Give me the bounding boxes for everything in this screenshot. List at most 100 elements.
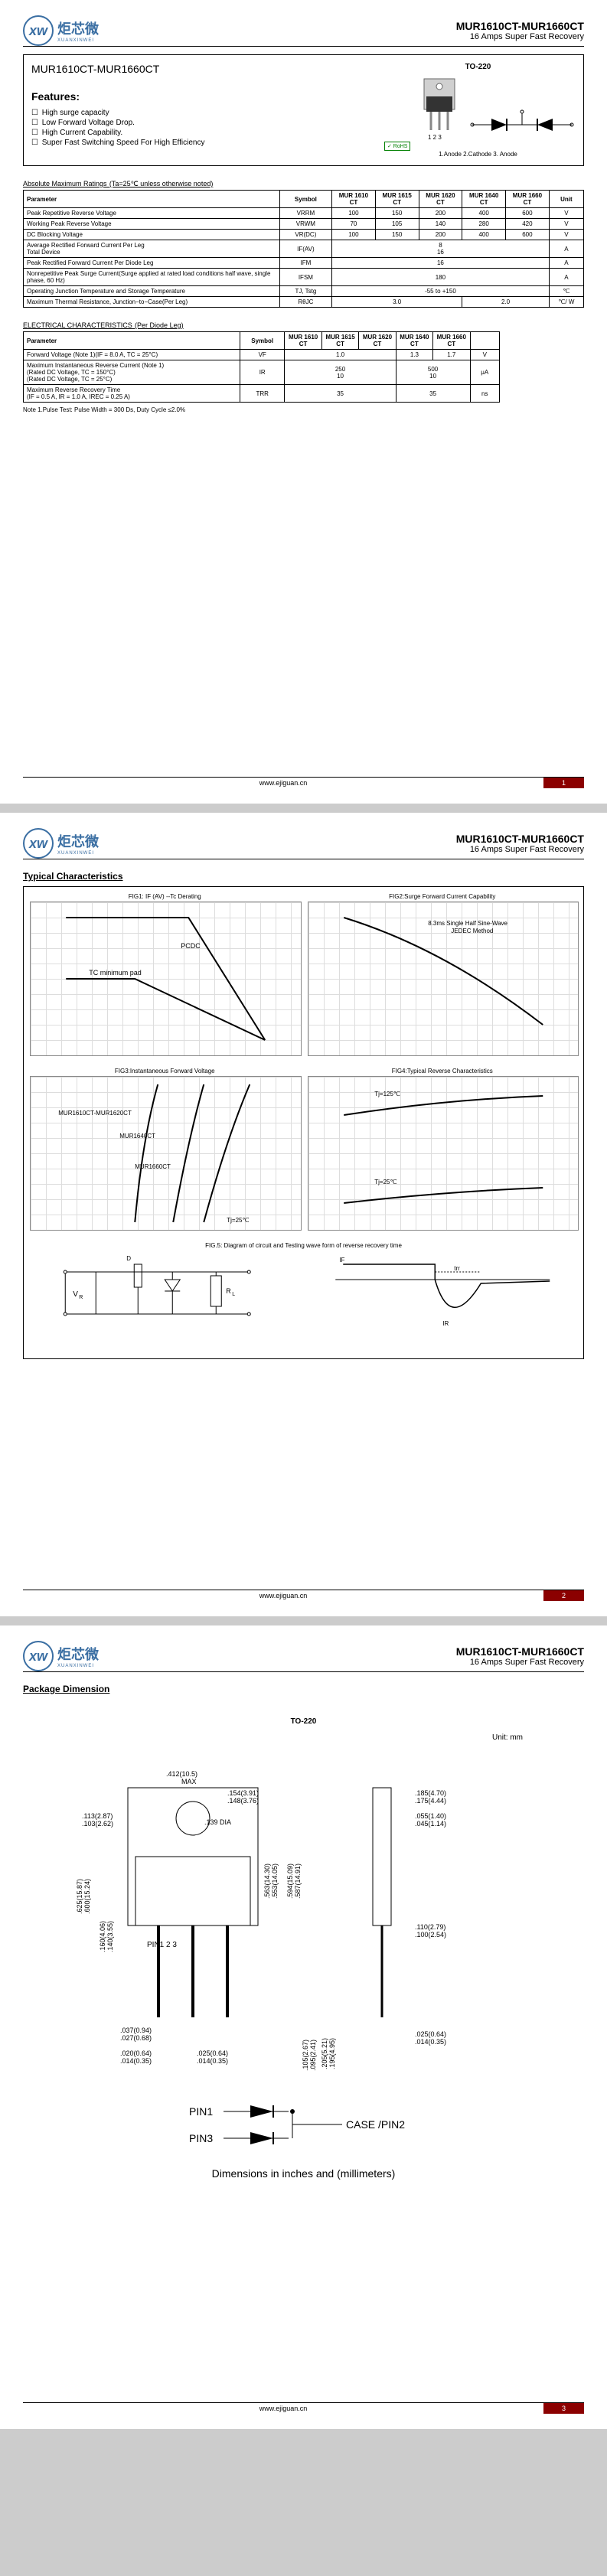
fig5-title: FIG.5: Diagram of circuit and Testing wa…	[30, 1242, 577, 1249]
cell-param: Nonrepetitive Peak Surge Current(Surge a…	[24, 269, 280, 286]
footer: www.ejiguan.cn 2	[23, 1590, 584, 1601]
brand-sub: XUANXINWEI	[57, 851, 99, 856]
table-row: Operating Junction Temperature and Stora…	[24, 286, 584, 297]
fig3-title: FIG3:Instantaneous Forward Voltage	[30, 1068, 300, 1074]
diode-schematic-icon	[468, 109, 576, 148]
page-number: 3	[543, 2403, 584, 2414]
cell-symbol: RθJC	[279, 297, 331, 308]
table-row: Working Peak Reverse VoltageVRWM70105140…	[24, 219, 584, 230]
page-3: xw 炬芯微 XUANXINWEI MUR1610CT-MUR1660CT 16…	[0, 1625, 607, 2429]
pkg-section-title: Package Dimension	[23, 1684, 584, 1694]
cell-param: Operating Junction Temperature and Stora…	[24, 286, 280, 297]
fig1-plot: TC minimum pad PCDC	[30, 902, 302, 1056]
chart-row-2: FIG3:Instantaneous Forward Voltage MUR16…	[30, 1068, 577, 1231]
cell-symbol: IFSM	[279, 269, 331, 286]
brand-sub: XUANXINWEI	[57, 38, 99, 43]
dim-d17: .025(0.64).014(0.35)	[415, 2030, 446, 2046]
ec-title-text: ELECTRICAL CHARACTERISTICS	[23, 321, 132, 329]
svg-text:MUR1640CT: MUR1640CT	[119, 1133, 155, 1140]
cell-val: -55 to +150	[332, 286, 550, 297]
chart-fig1: FIG1: IF (AV) --Tc Derating TC minimum p…	[30, 893, 300, 1056]
chart-fig5-wave: IF trr IR	[308, 1249, 578, 1341]
fig4-title: FIG4:Typical Reverse Characteristics	[308, 1068, 578, 1074]
th-1640: MUR 1640 CT	[396, 332, 432, 350]
logo-mark: xw	[23, 1641, 54, 1671]
ec-title: ELECTRICAL CHARACTERISTICS (Per Diode Le…	[23, 319, 584, 330]
cell-symbol: VRWM	[279, 219, 331, 230]
intro-box: MUR1610CT-MUR1660CT Features: High surge…	[23, 54, 584, 166]
cell-val: 2.0	[462, 297, 550, 308]
cell-val: 100	[332, 230, 376, 240]
table-row: Maximum Reverse Recovery Time (IF = 0.5 …	[24, 385, 500, 403]
th-1610: MUR 1610 CT	[285, 332, 321, 350]
chart-row-1: FIG1: IF (AV) --Tc Derating TC minimum p…	[30, 893, 577, 1056]
fig5-wave-plot: IF trr IR	[308, 1249, 578, 1341]
cell-val: 150	[375, 230, 419, 240]
cell-val: 150	[375, 208, 419, 219]
cell-symbol: IR	[240, 360, 284, 385]
th-1615: MUR 1615 CT	[321, 332, 358, 350]
page-number: 2	[543, 1590, 584, 1601]
cell-val: 1.7	[433, 350, 470, 360]
cell-val: 420	[506, 219, 550, 230]
svg-text:PIN1 2 3: PIN1 2 3	[147, 1941, 177, 1949]
feature-item: High surge capacity	[31, 109, 204, 117]
part-range: MUR1610CT-MUR1660CT	[456, 20, 584, 32]
cell-val: 200	[419, 208, 462, 219]
cell-unit: A	[549, 269, 583, 286]
package-dimension-drawing: PIN1 2 3 .113(2.87).103(2.62) .412(10.5)…	[23, 1742, 584, 2089]
chart-fig2: FIG2:Surge Forward Current Capability 8.…	[308, 893, 578, 1056]
table-row: Maximum Thermal Resistance, Junction−to−…	[24, 297, 584, 308]
typ-char-title: Typical Characteristics	[23, 871, 584, 882]
th-1640: MUR 1640 CT	[462, 191, 506, 208]
svg-text:R: R	[226, 1287, 231, 1295]
table-row: Forward Voltage (Note 1)(IF = 8.0 A, TC …	[24, 350, 500, 360]
svg-text:MUR1660CT: MUR1660CT	[135, 1163, 171, 1170]
fig4-plot: Tj=125℃ Tj=25℃	[308, 1076, 579, 1231]
cell-val: 180	[332, 269, 550, 286]
cell-symbol: TRR	[240, 385, 284, 403]
svg-text:8.3ms Single Half Sine-Wave: 8.3ms Single Half Sine-Wave	[428, 920, 507, 927]
cell-unit: V	[549, 219, 583, 230]
pin-schematic: PIN1 PIN3 CASE /PIN2	[23, 2096, 584, 2160]
amr-title-text: Absolute Maximum Ratings	[23, 180, 107, 187]
svg-text:IF: IF	[339, 1257, 344, 1264]
cell-val: 35	[396, 385, 470, 403]
cell-val: 200	[419, 230, 462, 240]
svg-text:Tj=125℃: Tj=125℃	[374, 1091, 400, 1097]
cell-val: 35	[285, 385, 396, 403]
page-2: xw 炬芯微 XUANXINWEI MUR1610CT-MUR1660CT 16…	[0, 813, 607, 1616]
dim-d8: .160(4.06).140(3.55)	[99, 1921, 114, 1952]
th-1620: MUR 1620 CT	[359, 332, 396, 350]
cell-symbol: IF(AV)	[279, 240, 331, 258]
table-row: Maximum Instantaneous Reverse Current (N…	[24, 360, 500, 385]
cell-unit: V	[470, 350, 500, 360]
cell-unit: A	[549, 258, 583, 269]
cell-unit: ℃	[549, 286, 583, 297]
svg-text:TC minimum pad: TC minimum pad	[89, 969, 142, 977]
fig1-title: FIG1: IF (AV) --Tc Derating	[30, 893, 300, 900]
cell-param: Working Peak Reverse Voltage	[24, 219, 280, 230]
pin1-label: PIN1	[189, 2105, 213, 2118]
table-row: Peak Repetitive Reverse VoltageVRRM10015…	[24, 208, 584, 219]
chart-fig5-circuit: VR D RL	[30, 1249, 300, 1341]
to220-icon: 1 2 3	[413, 75, 466, 144]
cell-val: 100	[332, 208, 376, 219]
cell-val: 70	[332, 219, 376, 230]
cell-val: 1.3	[396, 350, 432, 360]
product-subtitle: 16 Amps Super Fast Recovery	[456, 1658, 584, 1667]
cell-unit: A	[549, 240, 583, 258]
feature-item: High Current Capability.	[31, 129, 204, 137]
header-right: MUR1610CT-MUR1660CT 16 Amps Super Fast R…	[456, 1645, 584, 1667]
cell-val: 16	[332, 258, 550, 269]
brand-name: 炬芯微	[57, 18, 99, 38]
amr-title: Absolute Maximum Ratings (Ta=25℃ unless …	[23, 178, 584, 188]
header-right: MUR1610CT-MUR1660CT 16 Amps Super Fast R…	[456, 833, 584, 854]
cell-symbol: VR(DC)	[279, 230, 331, 240]
cell-symbol: VRRM	[279, 208, 331, 219]
part-range: MUR1610CT-MUR1660CT	[456, 833, 584, 845]
svg-text:MUR1610CT-MUR1620CT: MUR1610CT-MUR1620CT	[58, 1110, 132, 1117]
page-number: 1	[543, 778, 584, 788]
cell-val: 105	[375, 219, 419, 230]
svg-text:R: R	[79, 1295, 83, 1300]
